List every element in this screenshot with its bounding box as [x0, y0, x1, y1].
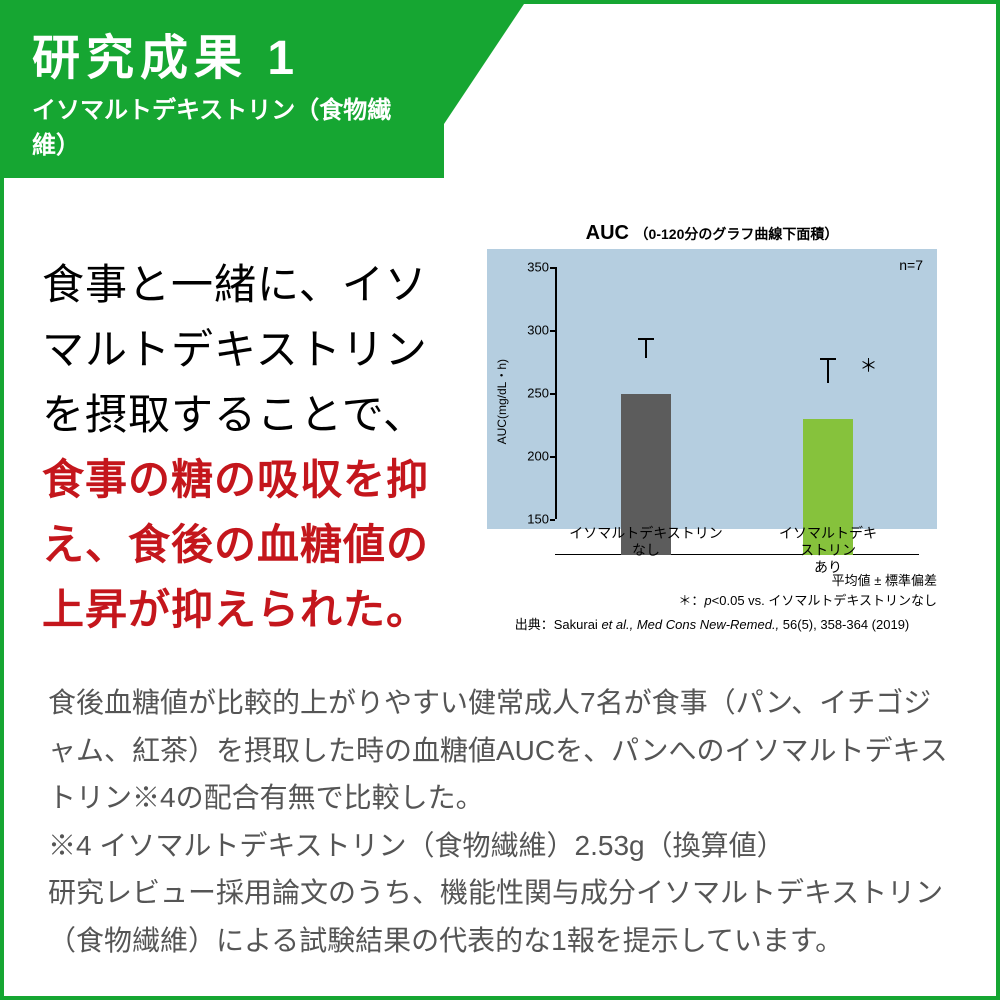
- chart-x-category: イソマルトデキストリンあり: [774, 525, 883, 575]
- chart-y-axis-label: AUC(mg/dL・h): [493, 359, 510, 444]
- claim-highlight: 食事の糖の吸収を抑え、食後の血糖値の上昇が抑えられた。: [42, 456, 429, 633]
- chart-panel: AUC （0-120分のグラフ曲線下面積） n=7 AUC(mg/dL・h) 1…: [462, 212, 962, 647]
- main-claim-text: 食事と一緒に、イソマルトデキストリンを摂取することで、食事の糖の吸収を抑え、食後…: [42, 212, 434, 647]
- header-title: 研究成果 1: [32, 18, 416, 88]
- desc-p2: ※4 イソマルトデキストリン（食物繊維）2.53g（換算値）: [48, 822, 952, 870]
- desc-p1: 食後血糖値が比較的上がりやすい健常成人7名が食事（パン、イチゴジャム、紅茶）を摂…: [48, 679, 952, 822]
- desc-p3: 研究レビュー採用論文のうち、機能性関与成分イソマルトデキストリン（食物繊維）によ…: [48, 869, 952, 964]
- chart-notes: 平均値 ± 標準偏差 ＊：p<0.05 vs. イソマルトデキストリンなし: [487, 571, 937, 610]
- chart-source: 出典：Sakurai et al., Med Cons New-Remed., …: [487, 614, 937, 633]
- chart-note-2: ＊：p<0.05 vs. イソマルトデキストリンなし: [487, 591, 937, 611]
- header-band: 研究成果 1 イソマルトデキストリン（食物繊維）: [4, 4, 444, 178]
- mid-section: 食事と一緒に、イソマルトデキストリンを摂取することで、食事の糖の吸収を抑え、食後…: [4, 178, 996, 661]
- chart-plot-area: n=7 AUC(mg/dL・h) 150200250300350＊ イソマルトデ…: [487, 249, 937, 565]
- chart-plot-inner: 150200250300350＊: [555, 267, 919, 555]
- chart-x-category: イソマルトデキストリンなし: [569, 525, 723, 559]
- header-subtitle: イソマルトデキストリン（食物繊維）: [32, 90, 416, 160]
- description-text: 食後血糖値が比較的上がりやすい健常成人7名が食事（パン、イチゴジャム、紅茶）を摂…: [4, 661, 996, 965]
- chart-title-main: AUC: [586, 222, 629, 244]
- claim-part1: 食事と一緒に、イソマルトデキストリンを摂取することで、: [42, 261, 428, 438]
- chart-title: AUC （0-120分のグラフ曲線下面積）: [472, 222, 952, 245]
- chart-title-paren: （0-120分のグラフ曲線下面積）: [635, 226, 839, 242]
- chart-card: AUC （0-120分のグラフ曲線下面積） n=7 AUC(mg/dL・h) 1…: [462, 212, 962, 647]
